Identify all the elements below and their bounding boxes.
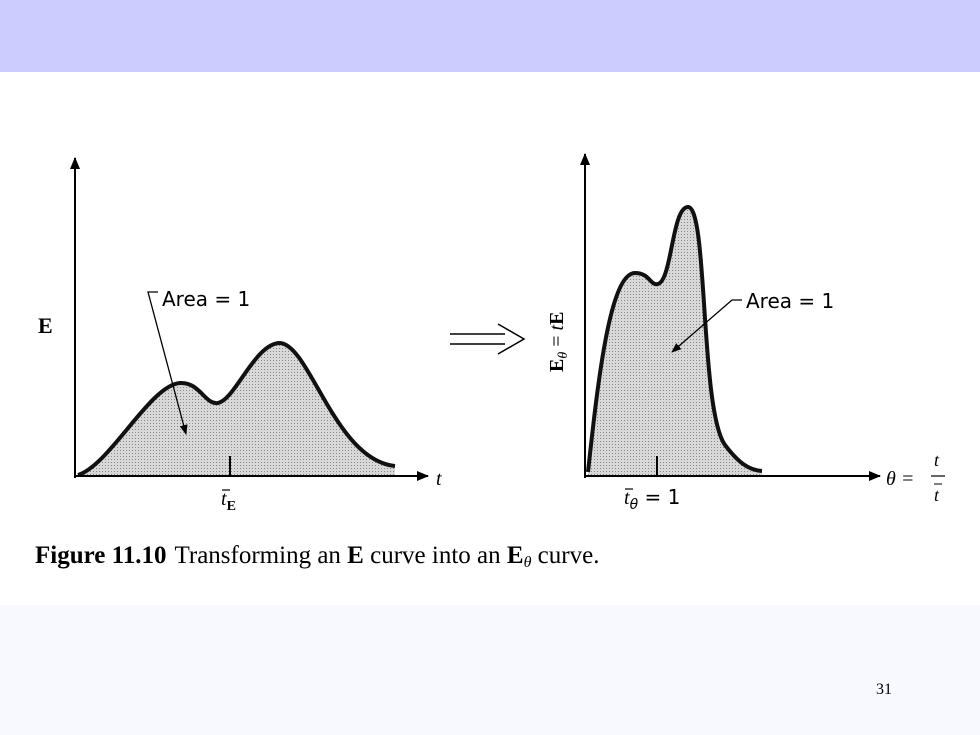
- bottom-band: [0, 605, 980, 735]
- mean-symbol: t: [624, 487, 630, 509]
- e-curve: [77, 340, 396, 477]
- caption-part: E: [347, 542, 364, 569]
- page-number: 31: [876, 681, 892, 698]
- mean-subscript: E: [227, 499, 236, 514]
- top-band: [0, 0, 980, 72]
- area-leader: [671, 299, 742, 353]
- y-label-part: θ: [556, 352, 571, 359]
- area-label: Area = 1: [162, 287, 250, 311]
- caption-part: θ: [524, 554, 532, 571]
- caption: Figure 11.10 Transforming an E curve into…: [35, 542, 599, 571]
- transform-arrow: [450, 323, 526, 355]
- mean-symbol: t: [221, 488, 227, 510]
- caption-part: E: [507, 542, 524, 569]
- x-label: θ =: [886, 468, 914, 490]
- mean-subscript: θ: [630, 497, 639, 513]
- x-label-numerator: t: [934, 450, 940, 470]
- y-label-part: E: [546, 359, 568, 372]
- y-label-part: t: [546, 324, 568, 330]
- area-label: Area = 1: [746, 289, 834, 313]
- e-theta-curve: [586, 204, 763, 473]
- y-label-part: E: [546, 312, 568, 325]
- x-label-denominator: t: [934, 485, 940, 505]
- y-label-part: =: [546, 330, 568, 351]
- y-label: E: [38, 313, 53, 338]
- mean-rest: = 1: [638, 485, 680, 509]
- caption-part: curve.: [531, 542, 599, 569]
- area-leader: [147, 291, 188, 435]
- caption-label: Figure 11.10: [35, 542, 166, 569]
- mean-label: tθ = 1: [624, 485, 680, 513]
- area-shading: [78, 343, 395, 475]
- area-shading: [588, 207, 762, 475]
- mean-label: tE: [221, 488, 236, 514]
- y-label: Eθ = tE: [546, 312, 571, 372]
- x-label: t: [436, 468, 442, 490]
- caption-part: Transforming an: [174, 542, 347, 569]
- caption-part: curve into an: [364, 542, 507, 569]
